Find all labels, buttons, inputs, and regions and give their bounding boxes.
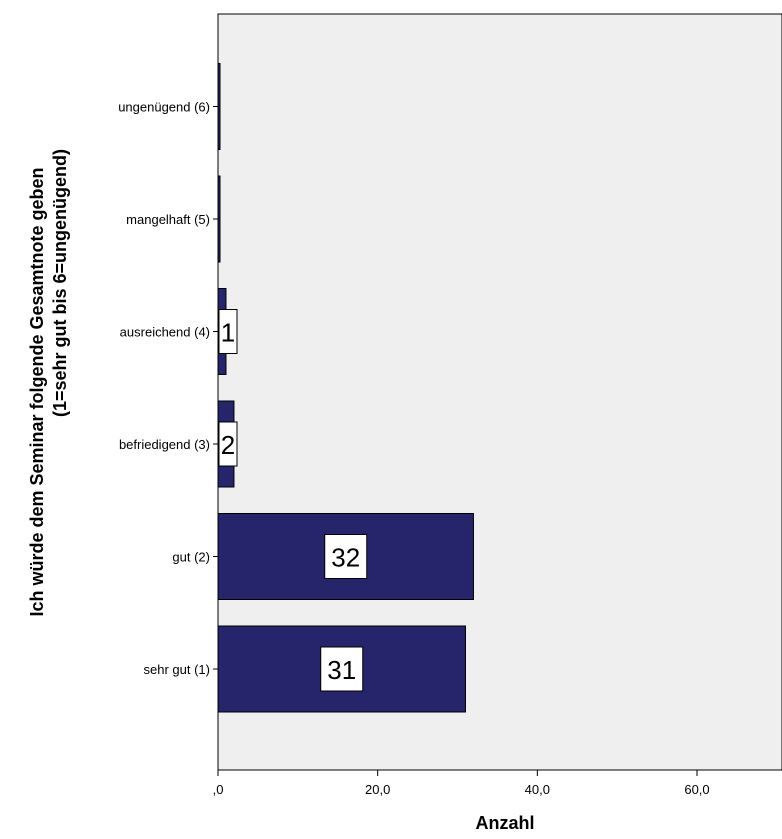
y-tick-label-2: gut (2) [172,550,210,565]
data-label-2: 32 [331,543,360,573]
data-labels-group: 31 32 2 1 [218,309,368,692]
data-label-box-3 [218,421,238,467]
x-tick-label-4: 60,0 [684,782,709,797]
data-label-box-2 [324,534,368,579]
x-tick-label-1: ,0 [213,782,224,797]
x-tick-label-3: 40,0 [525,782,550,797]
data-label-box-4 [218,309,238,354]
y-tick-label-4: ausreichend (4) [120,325,210,340]
y-axis-title-line-2: (1=sehr gut bis 6=ungenügend) [50,149,70,417]
data-label-3: 2 [221,430,235,460]
data-label-4: 1 [221,318,235,348]
y-axis-title-line-1: Ich würde dem Seminar folgende Gesamtnot… [27,167,47,616]
x-axis-title: Anzahl [475,813,534,833]
data-label-box-1 [320,646,364,692]
x-tick-label-2: 20,0 [365,782,390,797]
y-tick-label-6: ungenügend (6) [118,100,210,115]
y-tick-label-1: sehr gut (1) [144,662,210,677]
y-tick-label-3: befriedigend (3) [119,437,210,452]
bar-5 [217,175,221,263]
x-axis: ,0 20,0 40,0 60,0 [213,770,710,797]
data-label-1: 31 [327,655,356,685]
y-axis: sehr gut (1) gut (2) befriedigend (3) ausre… [118,100,218,677]
bar-6 [217,63,221,150]
y-tick-label-5: mangelhaft (5) [126,212,210,227]
